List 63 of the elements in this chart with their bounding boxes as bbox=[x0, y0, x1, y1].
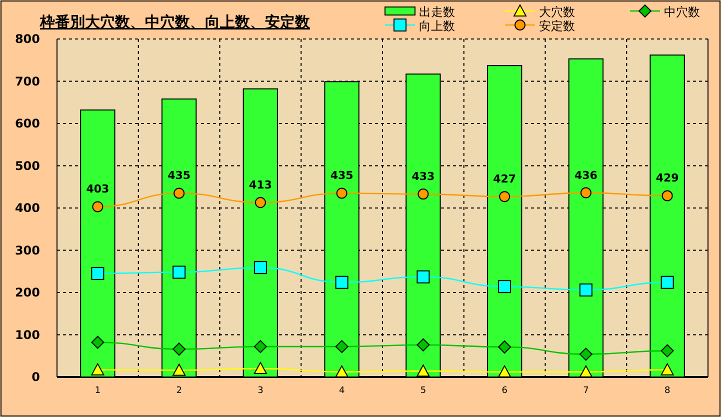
point bbox=[254, 197, 266, 208]
point bbox=[91, 336, 104, 349]
point bbox=[172, 266, 186, 279]
x-tick-label: 4 bbox=[338, 386, 345, 396]
data-label: 433 bbox=[412, 170, 435, 184]
legend-label: 出走数 bbox=[419, 5, 455, 19]
point bbox=[418, 188, 429, 200]
data-label: 427 bbox=[493, 172, 516, 186]
point bbox=[91, 363, 104, 376]
point bbox=[254, 362, 267, 374]
legend-label: 向上数 bbox=[419, 19, 455, 33]
point bbox=[172, 342, 186, 356]
y-tick-label: 700 bbox=[14, 74, 40, 88]
point bbox=[91, 266, 104, 280]
y-tick-label: 600 bbox=[14, 116, 40, 130]
legend-label: 大穴数 bbox=[539, 5, 575, 19]
x-tick-label: 6 bbox=[502, 386, 508, 396]
data-label: 429 bbox=[656, 172, 679, 185]
x-tick-label: 3 bbox=[258, 386, 264, 396]
y-tick-label: 0 bbox=[32, 370, 40, 384]
point bbox=[92, 201, 104, 212]
y-tick-label: 400 bbox=[14, 201, 40, 215]
point bbox=[172, 364, 186, 376]
point bbox=[416, 270, 430, 284]
point bbox=[254, 340, 267, 354]
y-tick-label: 100 bbox=[14, 328, 40, 342]
point bbox=[335, 365, 348, 378]
y-tick-label: 500 bbox=[14, 158, 40, 173]
point bbox=[660, 363, 674, 376]
point bbox=[660, 276, 674, 289]
data-label: 436 bbox=[574, 168, 598, 182]
point bbox=[499, 191, 510, 202]
point bbox=[660, 344, 674, 358]
point bbox=[254, 261, 267, 274]
point bbox=[498, 365, 512, 378]
point bbox=[579, 348, 592, 361]
data-label: 435 bbox=[168, 169, 191, 182]
point bbox=[579, 283, 592, 296]
legend-label: 安定数 bbox=[539, 19, 575, 33]
data-label: 435 bbox=[330, 169, 354, 182]
point bbox=[662, 190, 673, 202]
point bbox=[335, 276, 348, 289]
y-tick-label: 300 bbox=[14, 243, 40, 258]
y-tick-label: 800 bbox=[14, 32, 40, 46]
point bbox=[335, 340, 348, 354]
data-label: 403 bbox=[86, 182, 110, 196]
point bbox=[580, 187, 592, 198]
point bbox=[498, 340, 512, 354]
x-tick-label: 7 bbox=[583, 386, 589, 396]
chart-title: 枠番別大穴数、中穴数、向上数、安定数 bbox=[39, 13, 311, 31]
legend-label: 中穴数 bbox=[664, 5, 700, 19]
y-tick-label: 200 bbox=[14, 286, 40, 300]
point bbox=[579, 365, 592, 378]
x-tick-label: 2 bbox=[176, 386, 182, 396]
point bbox=[498, 280, 512, 294]
data-label: 413 bbox=[248, 178, 272, 192]
x-tick-label: 5 bbox=[420, 386, 426, 396]
point bbox=[416, 364, 430, 377]
x-tick-label: 1 bbox=[94, 386, 101, 396]
point bbox=[174, 188, 185, 199]
x-tick-label: 8 bbox=[664, 386, 670, 396]
point bbox=[336, 188, 348, 199]
point bbox=[416, 338, 430, 352]
